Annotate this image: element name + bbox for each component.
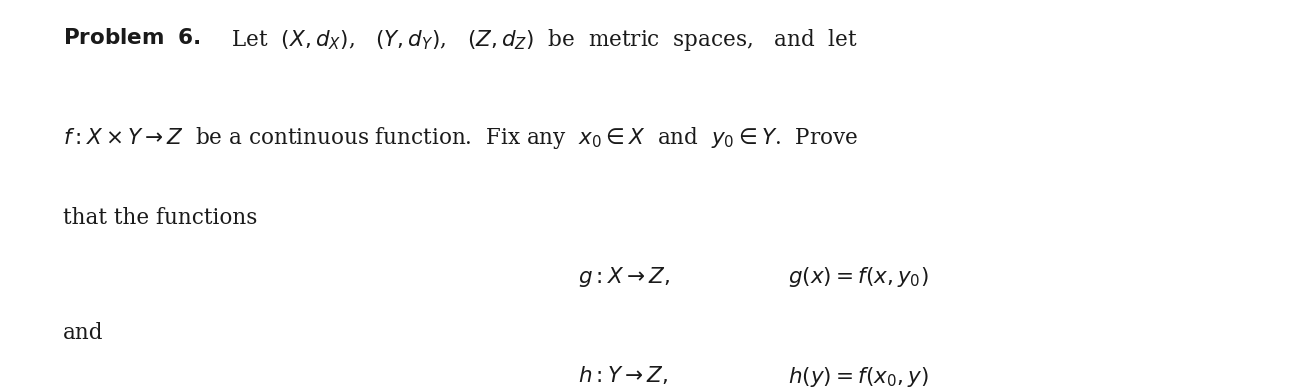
Text: $g(x) = f(x, y_0)$: $g(x) = f(x, y_0)$ (788, 265, 928, 289)
Text: $f : X \times Y \rightarrow Z$  be a continuous function.  Fix any  $x_0 \in X$ : $f : X \times Y \rightarrow Z$ be a cont… (63, 125, 859, 151)
Text: Let  $(X, d_X)$,   $(Y, d_Y)$,   $(Z, d_Z)$  be  metric  spaces,   and  let: Let $(X, d_X)$, $(Y, d_Y)$, $(Z, d_Z)$ b… (218, 27, 857, 53)
Text: and: and (63, 322, 104, 344)
Text: $\mathbf{Problem\ \ 6.}$: $\mathbf{Problem\ \ 6.}$ (63, 27, 201, 49)
Text: $h(y) = f(x_0, y)$: $h(y) = f(x_0, y)$ (788, 365, 928, 389)
Text: $g : X \rightarrow Z,$: $g : X \rightarrow Z,$ (578, 265, 670, 289)
Text: that the functions: that the functions (63, 207, 257, 229)
Text: $h : Y \rightarrow Z,$: $h : Y \rightarrow Z,$ (578, 365, 668, 386)
